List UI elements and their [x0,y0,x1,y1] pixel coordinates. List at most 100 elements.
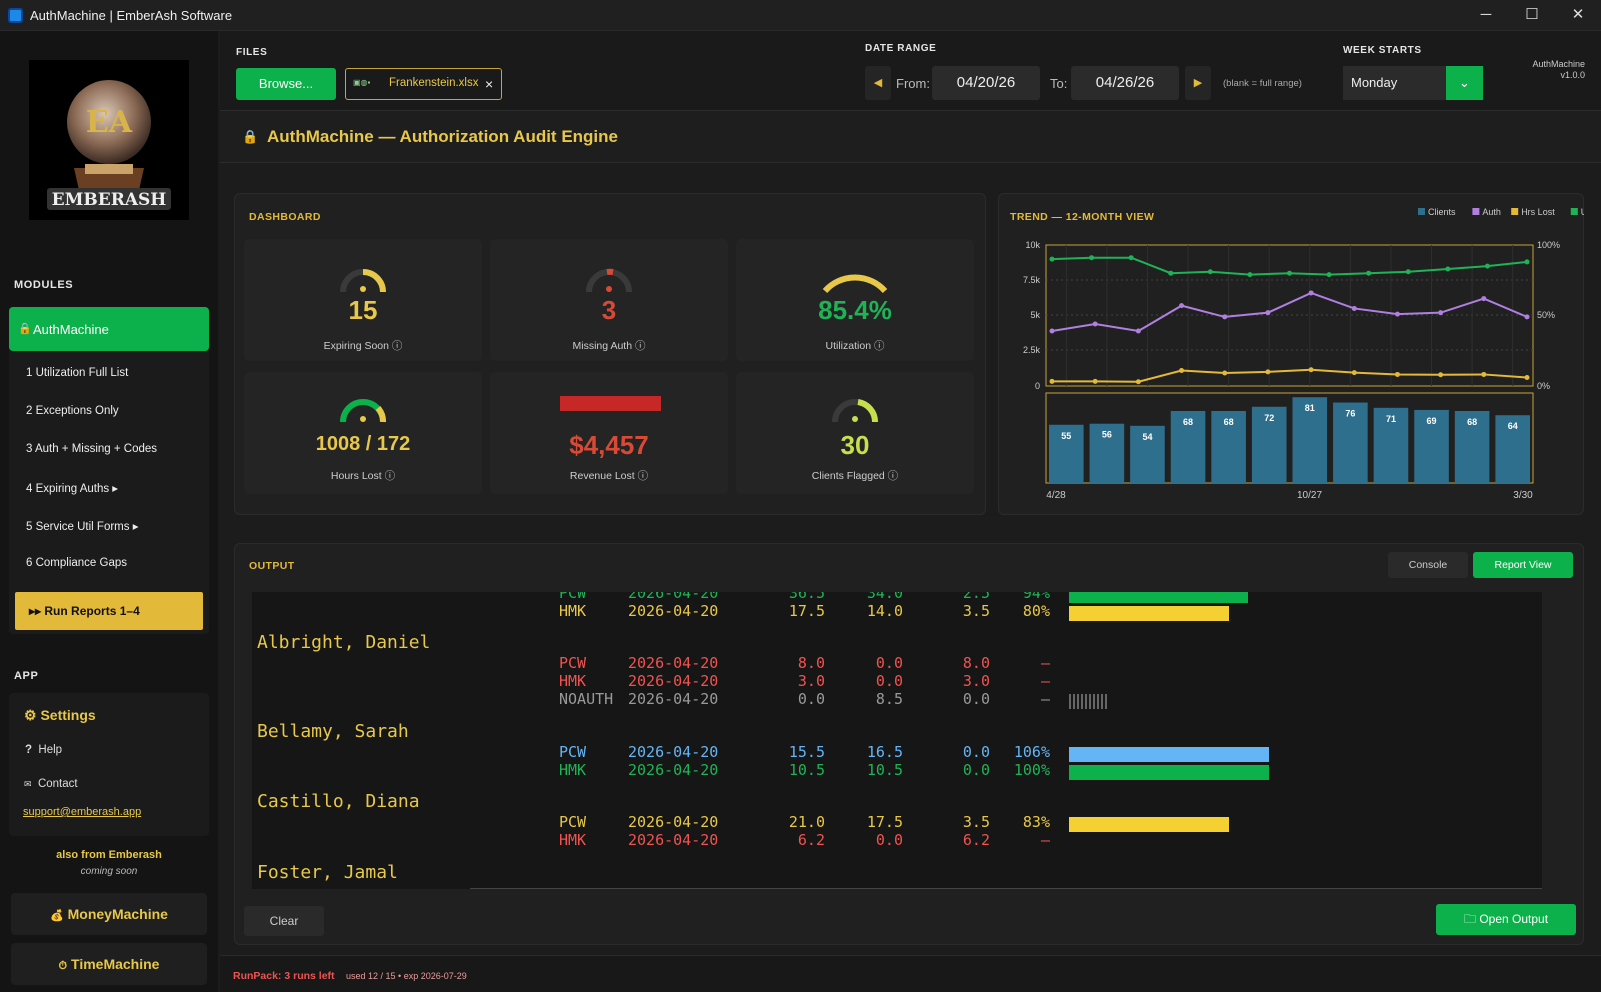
clear-button[interactable]: Clear [244,906,324,936]
legend-swatch [1511,208,1519,215]
to-label: To: [1050,76,1068,91]
cell-code: PCW [559,743,587,761]
clients-bar [1211,411,1246,483]
module-item-1[interactable]: 1 Utilization Full List [26,367,129,379]
clients-bar [1373,407,1409,483]
console-hscrollbar[interactable] [470,888,1542,889]
clients-bar [1170,411,1206,483]
maximize-button[interactable]: ☐ [1525,6,1539,23]
bar-value-label: 56 [1102,430,1112,440]
svg-text:EA: EA [86,105,133,140]
module-authmachine[interactable]: 🔒 AuthMachine [9,307,209,351]
week-starts-label: WEEK STARTS [1343,45,1422,56]
y-right-tick-label: 100% [1537,240,1560,250]
y-tick-label: 7.5k [1023,275,1041,285]
utilization-bar [1069,592,1248,603]
bar-value-label: 76 [1345,409,1355,419]
utilization-bar [1069,817,1229,832]
cell-pct: — [1040,831,1050,849]
window-title: AuthMachine | EmberAsh Software [30,8,233,23]
open-output-button[interactable]: 🗀 Open Output [1436,904,1576,935]
utilization-bar [1069,747,1269,762]
cell-a: 8.0 [797,654,825,672]
chevron-down-icon[interactable]: ⌄ [1446,66,1483,100]
card-hours-lost: 1008 / 172 Hours Lost ⓘ [244,372,482,494]
support-email-link[interactable]: support@emberash.app [23,806,142,818]
next-range-button[interactable]: ▶ [1185,66,1211,100]
bar-value-label: 69 [1427,416,1437,426]
util-point [1207,269,1213,275]
utilization-gauge-icon [822,274,888,293]
bar-value-label: 68 [1224,417,1234,427]
cell-b: 16.5 [866,743,903,761]
clients-bar [1292,397,1328,483]
revenue-lost-value: $4,457 [569,430,649,460]
clients-flagged-caption: Clients Flagged ⓘ [811,470,899,482]
module-item-4[interactable]: 4 Expiring Auths ▸ [26,483,119,495]
cell-b: 0.0 [875,654,903,672]
auth-point [1265,310,1271,316]
auth-point [1524,314,1530,320]
hrs-lost-point [1481,371,1487,377]
browse-button[interactable]: Browse... [236,68,336,100]
bar-value-label: 81 [1305,403,1315,413]
remove-file-button[interactable]: × [485,76,494,92]
clients-bar [1089,423,1125,483]
prev-range-button[interactable]: ◀ [865,66,891,100]
cell-pct: 106% [1013,743,1050,761]
cell-code: HMK [559,761,587,779]
bar-value-label: 68 [1467,417,1477,427]
utilization-bar [1069,694,1109,709]
utilization-bar [1069,765,1269,780]
module-item-5[interactable]: 5 Service Util Forms ▸ [26,521,139,533]
run-reports-button[interactable]: ▸▸ Run Reports 1–4 [15,592,203,630]
cell-a: 6.2 [797,831,825,849]
close-window-button[interactable]: ✕ [1571,6,1585,23]
status-bar: RunPack: 3 runs left used 12 / 15 • exp … [220,955,1601,992]
app-label: APP [14,670,39,682]
app-panel [9,693,209,836]
module-item-6[interactable]: 6 Compliance Gaps [26,557,127,569]
cell-code: PCW [559,813,587,831]
money-bag-icon: 💰 [50,910,64,922]
module-item-3[interactable]: 3 Auth + Missing + Codes [26,443,158,455]
hrs-lost-point [1265,369,1271,375]
contact-item[interactable]: ✉ Contact [24,778,78,790]
week-start-select[interactable]: Monday [1343,66,1446,100]
settings-item[interactable]: ⚙ Settings [24,707,96,724]
console-tab[interactable]: Console [1388,552,1468,578]
file-icons: ▣◍▪ [353,78,371,87]
moneymachine-promo[interactable]: 💰 MoneyMachine [11,893,207,935]
auth-point [1438,310,1444,316]
cell-date: 2026-04-20 [628,743,719,761]
cell-c: 8.0 [962,654,990,672]
cell-pct: 94% [1022,592,1050,602]
clients-bar [1333,402,1368,483]
auth-point [1222,314,1228,320]
cell-b: 34.0 [866,592,903,602]
cell-c: 0.0 [962,690,990,708]
utilization-bar [1069,606,1229,621]
y-tick-label: 0 [1035,381,1040,391]
cell-pct: — [1040,654,1050,672]
util-point [1089,255,1095,261]
module-item-2[interactable]: 2 Exceptions Only [26,405,119,417]
help-item[interactable]: ? Help [25,744,62,756]
revenue-bar [560,396,661,411]
report-view-tab[interactable]: Report View [1473,552,1573,578]
timemachine-promo[interactable]: ⏱ TimeMachine [11,943,207,985]
from-date-input[interactable]: 04/20/26 [932,66,1040,100]
cell-c: 0.0 [962,743,990,761]
minimize-button[interactable]: ─ [1480,6,1492,23]
cell-c: 6.2 [962,831,990,849]
y-tick-label: 10k [1025,240,1040,250]
cell-date: 2026-04-20 [628,672,719,690]
to-date-input[interactable]: 04/26/26 [1071,66,1179,100]
module-label: AuthMachine [33,322,109,337]
util-point [1326,272,1332,278]
output-console[interactable]: PCW 2026-04-20 36.5 34.0 2.5 94% HMK 2026-04-20… [252,592,1542,889]
clients-bar [1454,411,1490,483]
page-title: AuthMachine — Authorization Audit Engine [267,127,618,146]
util-point [1484,263,1490,269]
cell-code: PCW [559,654,587,672]
